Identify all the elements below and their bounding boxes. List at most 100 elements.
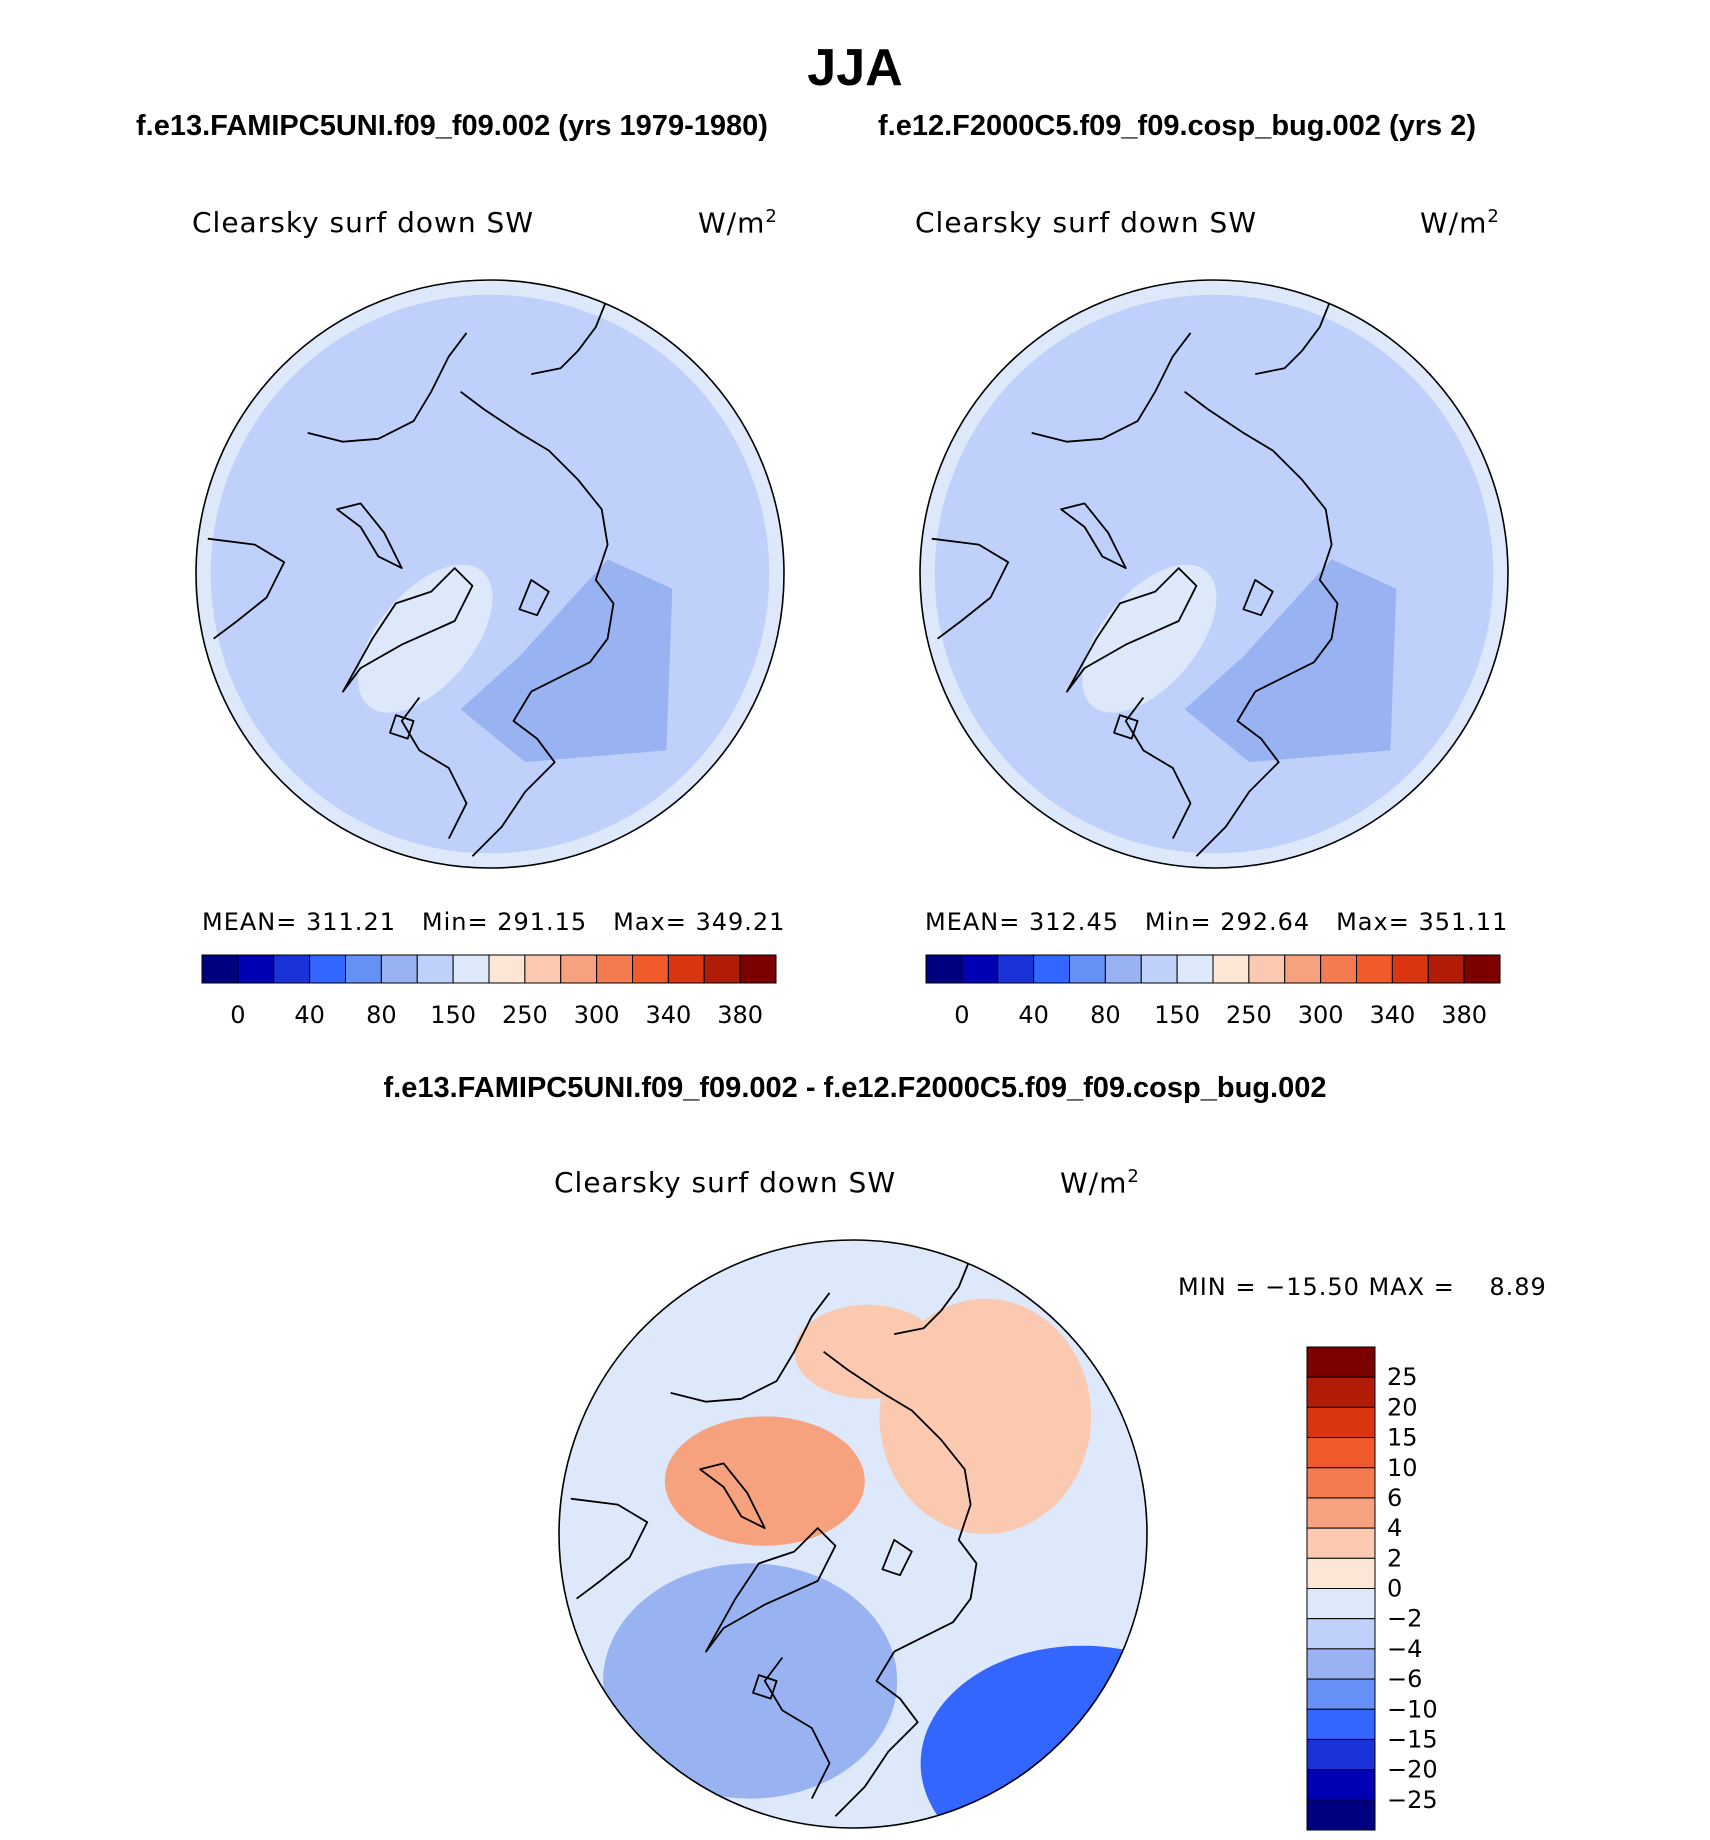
panel1-max-label: Max= [613,908,687,936]
colorbar-swatch-2 [961,954,999,984]
coastline-4 [471,691,556,857]
colorbar-swatch-16 [1463,954,1501,984]
coastline-1 [670,1292,831,1403]
figure-season-title: JJA [807,39,903,97]
coastline-9 [389,714,415,740]
colorbar-swatch-11 [1284,954,1322,984]
colorbar-swatch-7 [1140,954,1178,984]
case-header-right: f.e12.F2000C5.f09_f09.cosp_bug.002 (yrs … [878,110,1477,142]
colorbar-swatch-16 [1306,1799,1376,1831]
colorbar-label-3: 80 [1090,1001,1121,1029]
colorbar-label-13: −15 [1387,1725,1438,1753]
map-field-1 [196,280,784,868]
field-arctic-islands-positive [664,1416,865,1546]
colorbar-label-11: −6 [1387,1665,1422,1693]
coastline-7 [931,537,1010,640]
colorbar-swatch-3 [997,954,1035,984]
colorbar-label-8: 380 [717,1001,763,1029]
colorbar-swatch-11 [560,954,598,984]
colorbar-label-7: 340 [1369,1001,1415,1029]
colorbar-swatch-13 [1356,954,1393,984]
colorbar-swatch-3 [1306,1406,1376,1439]
colorbar-label-1: 0 [954,1001,969,1029]
colorbar-swatch-15 [703,954,741,984]
coastline-5 [1124,696,1192,840]
colorbar-label-12: −10 [1387,1695,1438,1723]
field-greenland-high [358,564,493,713]
colorbar-swatch-7 [1306,1527,1376,1559]
colorbar-label-4: 150 [1154,1001,1200,1029]
field-scandinavia-russia-low [1184,559,1397,763]
colorbar-swatch-4 [1033,954,1070,984]
panel3-title: Clearsky surf down SW [554,1166,897,1199]
diff-title: f.e13.FAMIPC5UNI.f09_f09.002 - f.e12.F20… [383,1072,1327,1104]
coastline-8 [699,1462,766,1529]
colorbar-swatch-13 [632,954,669,984]
panel3-units: W/m2 [1060,1166,1140,1199]
colorbar-label-6: 4 [1387,1514,1402,1542]
map-panel-2 [919,279,1509,869]
colorbar-swatch-5 [345,954,382,984]
coastline-3 [823,1350,978,1653]
map-border [919,279,1509,869]
colorbar-swatch-8 [1306,1557,1376,1589]
coastline-5 [400,696,468,840]
map-field-3 [559,1240,1147,1828]
colorbar-swatch-16 [739,954,777,984]
colorbar-swatch-10 [1248,954,1286,984]
colorbar-label-1: 0 [230,1001,245,1029]
map-panel-1 [195,279,785,869]
colorbar-swatch-1 [925,954,963,984]
colorbar-label-1: 25 [1387,1363,1418,1391]
colorbar-label-5: 6 [1387,1484,1402,1512]
coastline-4 [1195,691,1280,857]
coastline-1 [1031,332,1192,443]
colorbar-swatch-11 [1306,1648,1376,1680]
colorbar-label-5: 250 [502,1001,548,1029]
coastline-3 [1184,390,1339,693]
coastline-2 [531,297,609,375]
coastline-7 [207,537,286,640]
panel2-stats: MEAN= 312.45 Min= 292.64 Max= 351.11 [925,908,1508,936]
colorbar-swatch-14 [1306,1738,1376,1771]
colorbar-label-5: 250 [1226,1001,1272,1029]
colorbar-swatch-9 [1212,954,1250,984]
colorbar-swatch-9 [1306,1588,1376,1620]
colorbar-swatch-9 [488,954,526,984]
colorbar-label-6: 300 [1298,1001,1344,1029]
colorbar-panel-1: 0 40 80 150 250 300 340 380 [201,954,777,1029]
colorbar-label-6: 300 [574,1001,620,1029]
case-header-left: f.e13.FAMIPC5UNI.f09_f09.002 (yrs 1979-1… [136,110,768,142]
colorbar-swatch-4 [309,954,346,984]
coastline-10 [881,1539,913,1577]
colorbar-label-3: 80 [366,1001,397,1029]
panel2-min-label: Min= [1144,908,1212,936]
map-field-2 [920,280,1508,868]
panel1-max-value: 349.21 [695,908,786,936]
colorbar-label-14: −20 [1387,1756,1438,1784]
panel3-units-base: W/m [1060,1166,1128,1200]
colorbar-swatch-15 [1427,954,1465,984]
colorbar-swatch-12 [596,954,633,984]
map-border [558,1239,1148,1829]
panel1-min-value: 291.15 [497,908,588,936]
colorbar-swatch-15 [1306,1769,1376,1801]
colorbar-swatch-1 [201,954,239,984]
colorbar-swatch-2 [237,954,275,984]
coastline-9 [1113,714,1139,740]
colorbar-label-4: 150 [430,1001,476,1029]
panel2-min-value: 292.64 [1220,908,1311,936]
field-siberia-positive-north [794,1304,942,1399]
panel1-units: W/m2 [698,206,778,239]
coastline-8 [336,502,403,569]
coastline-10 [518,579,550,617]
panel1-title: Clearsky surf down SW [192,206,535,239]
colorbar-swatch-8 [452,954,490,984]
colorbar-swatch-6 [1306,1497,1376,1529]
coastline-2 [1255,297,1333,375]
coastline-6 [1066,567,1198,693]
coastline-7 [570,1497,649,1600]
field-south-negative [603,1563,898,1799]
panel2-max-value: 351.11 [1418,908,1509,936]
